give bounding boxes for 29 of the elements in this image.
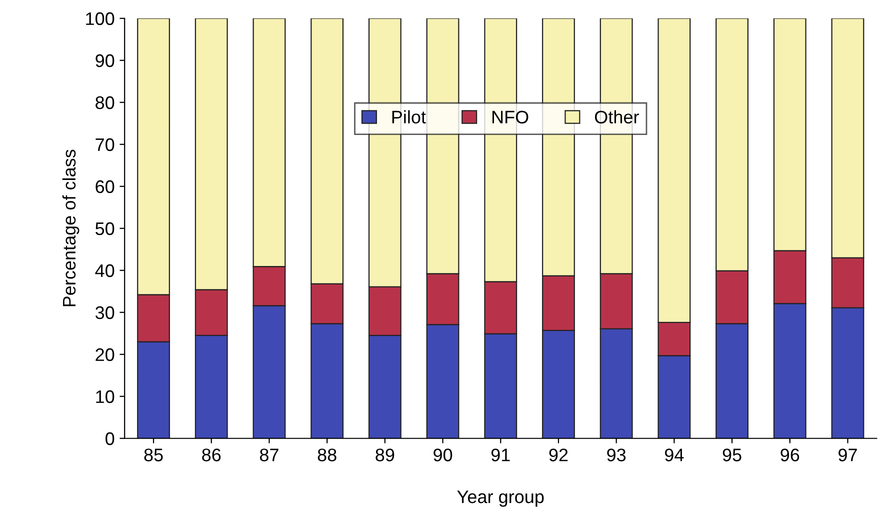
- y-tick-label: 30: [95, 306, 114, 320]
- y-tick-label: 0: [106, 432, 114, 446]
- legend-label: Pilot: [392, 110, 426, 124]
- x-tick-label: 85: [144, 448, 163, 462]
- y-tick-label: 40: [95, 264, 114, 278]
- x-tick-label: 94: [664, 448, 684, 462]
- y-tick-label: 20: [96, 348, 114, 362]
- x-tick-label: 95: [722, 448, 742, 462]
- y-tick-label: 70: [96, 138, 114, 152]
- x-tick-label: 91: [491, 448, 510, 462]
- y-tick-label: 60: [96, 180, 114, 194]
- y-tick-label: 10: [96, 390, 114, 404]
- x-tick-label: 90: [434, 448, 452, 462]
- y-tick-label: 80: [96, 96, 114, 110]
- y-tick-label: 100: [86, 12, 114, 26]
- x-tick-label: 86: [202, 448, 221, 462]
- y-tick-label: 90: [96, 54, 114, 68]
- x-axis-title: Year group: [457, 490, 544, 507]
- x-tick-label: 93: [607, 448, 626, 462]
- x-tick-label: 89: [376, 448, 394, 462]
- x-tick-label: 96: [780, 448, 800, 462]
- x-tick-label: 97: [838, 448, 857, 462]
- x-tick-label: 92: [549, 448, 568, 462]
- legend-label: Other: [594, 110, 639, 124]
- y-axis-title: Percentage of class: [62, 150, 80, 306]
- x-tick-label: 88: [318, 448, 336, 462]
- y-tick-label: 50: [96, 222, 114, 236]
- x-tick-label: 87: [260, 448, 278, 462]
- legend-label: NFO: [492, 110, 528, 124]
